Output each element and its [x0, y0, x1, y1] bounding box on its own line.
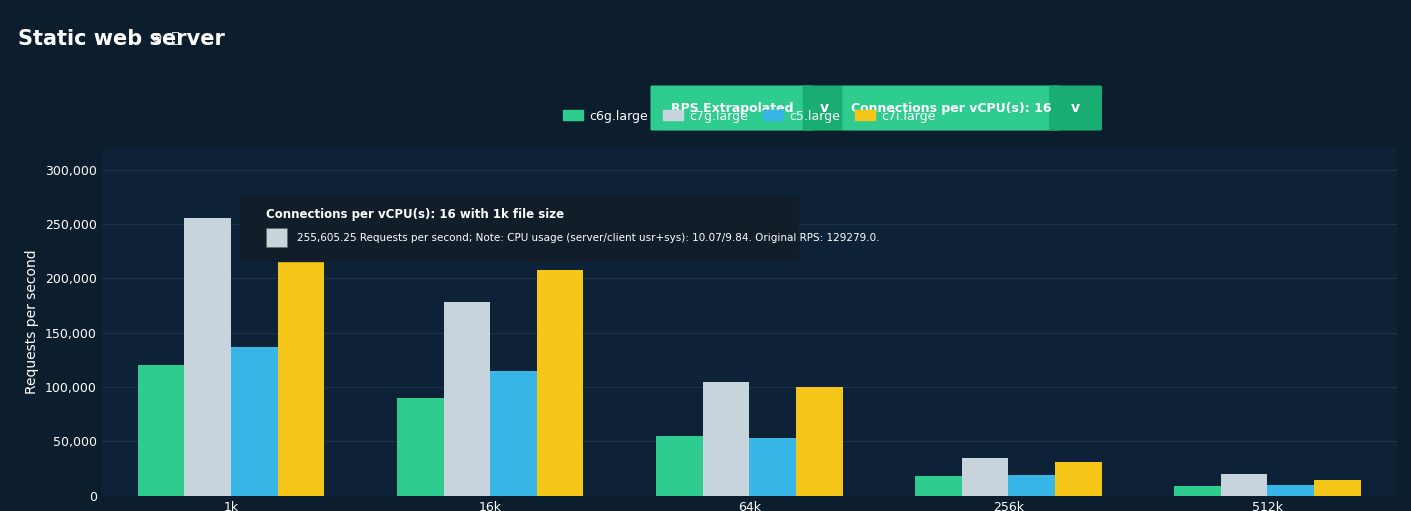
Bar — [443, 303, 490, 496]
FancyBboxPatch shape — [240, 196, 799, 262]
Legend: c6g.large, c7g.large, c5.large, c7i.large: c6g.large, c7g.large, c5.large, c7i.larg… — [559, 106, 940, 126]
Text: v: v — [820, 101, 828, 115]
Bar — [1055, 462, 1102, 496]
Bar — [267, 228, 286, 247]
Bar — [138, 365, 185, 496]
Bar — [749, 438, 796, 496]
Bar — [962, 458, 1009, 496]
FancyBboxPatch shape — [650, 85, 814, 131]
Bar — [796, 387, 842, 496]
Text: ⊕  ⓘ: ⊕ ⓘ — [151, 32, 179, 45]
FancyBboxPatch shape — [1048, 85, 1102, 131]
Text: 255,605.25 Requests per second; Note: CPU usage (server/client usr+sys): 10.07/9: 255,605.25 Requests per second; Note: CP… — [298, 233, 879, 243]
FancyBboxPatch shape — [803, 85, 845, 131]
Bar — [656, 436, 703, 496]
Text: Connections per vCPU(s): 16 with 1k file size: Connections per vCPU(s): 16 with 1k file… — [267, 208, 564, 221]
Bar — [916, 476, 962, 496]
Bar — [1009, 475, 1055, 496]
Bar — [278, 254, 325, 496]
Bar — [703, 382, 749, 496]
Bar — [185, 218, 231, 496]
Bar — [1314, 480, 1360, 496]
Bar — [490, 371, 536, 496]
Text: Connections per vCPU(s): 16: Connections per vCPU(s): 16 — [851, 102, 1051, 114]
Bar — [1221, 474, 1267, 496]
FancyBboxPatch shape — [842, 85, 1060, 131]
Bar — [396, 398, 443, 496]
Bar — [1174, 486, 1221, 496]
Text: v: v — [1071, 101, 1079, 115]
Y-axis label: Requests per second: Requests per second — [25, 249, 40, 394]
Bar — [1267, 485, 1314, 496]
Text: RPS Extrapolated: RPS Extrapolated — [672, 102, 793, 114]
Text: Static web server: Static web server — [18, 29, 226, 49]
Bar — [536, 270, 583, 496]
Bar — [231, 347, 278, 496]
